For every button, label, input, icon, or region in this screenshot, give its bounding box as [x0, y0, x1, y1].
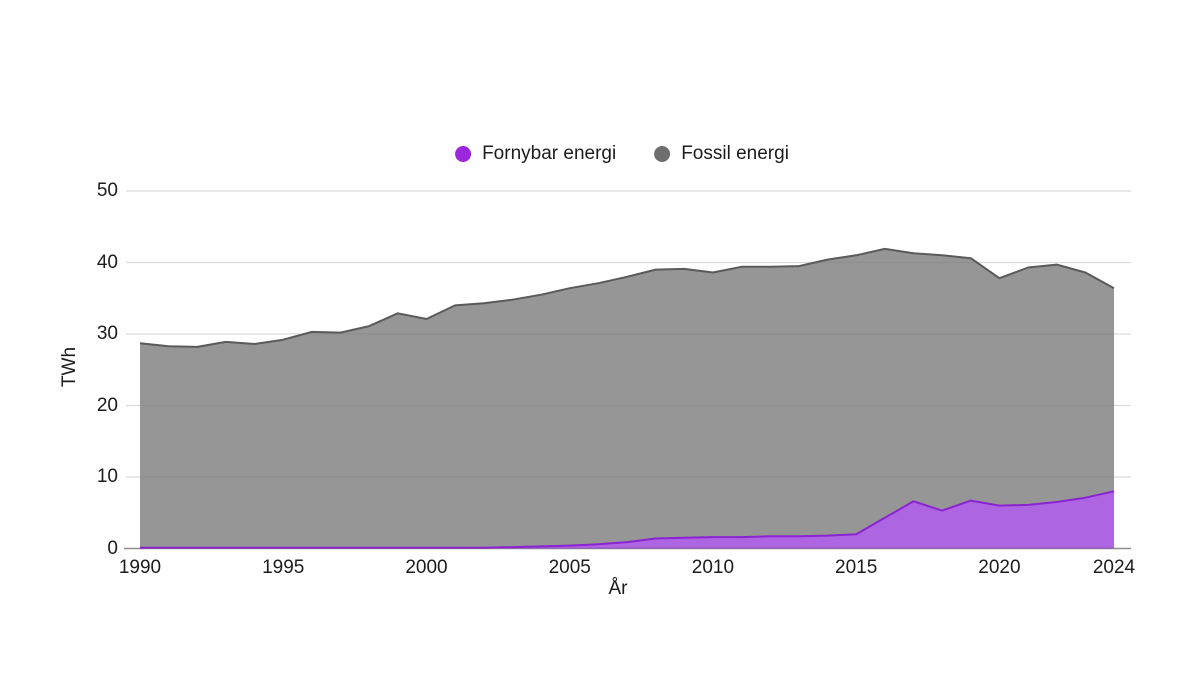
- x-tick-label-2015: 2015: [835, 557, 878, 578]
- x-tick-label-2010: 2010: [691, 557, 735, 578]
- fossil-legend-label: Fossil energi: [681, 143, 789, 164]
- y-tick-label-10: 10: [96, 466, 118, 487]
- fornybar-line: [140, 490, 1115, 549]
- x-tick-label-2024: 2024: [1092, 557, 1136, 578]
- fornybar-legend-dot-icon: [455, 146, 472, 162]
- y-tick-label-0: 0: [107, 537, 118, 559]
- y-tick-label-50: 50: [96, 180, 118, 201]
- fornybar-area: [140, 491, 1114, 549]
- fossil-legend-dot-icon: [654, 146, 671, 162]
- fossil-line: [139, 247, 1115, 348]
- y-axis-title: TWh: [59, 346, 80, 388]
- fossil-area: [140, 248, 1114, 548]
- x-axis-title: År: [608, 578, 628, 599]
- x-tick-label-2000: 2000: [405, 557, 448, 578]
- x-tick-label-1995: 1995: [262, 557, 305, 578]
- legend: Fornybar energi Fossil energi: [455, 143, 789, 165]
- x-tick-label-1990: 1990: [118, 557, 162, 578]
- legend-item-fossil[interactable]: Fossil energi: [654, 143, 789, 165]
- fornybar-legend-label: Fornybar energi: [482, 143, 617, 164]
- x-tick-label-2020: 2020: [978, 557, 1021, 578]
- y-tick-label-20: 20: [96, 394, 118, 416]
- legend-item-fornybar[interactable]: Fornybar energi: [455, 143, 616, 165]
- y-tick-label-40: 40: [96, 251, 118, 273]
- y-tick-label-30: 30: [96, 323, 118, 344]
- x-tick-label-2005: 2005: [548, 557, 591, 578]
